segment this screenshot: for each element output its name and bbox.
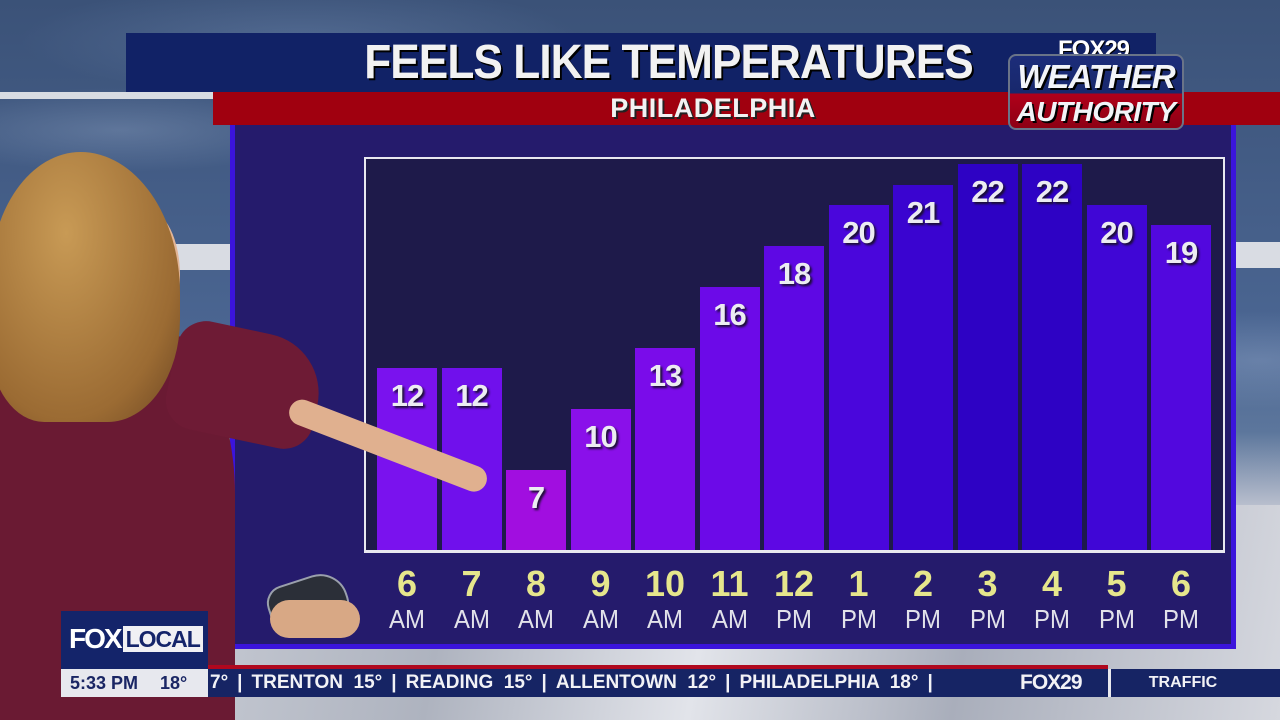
bar: 19 [1151, 225, 1211, 550]
bar-value-label: 10 [584, 419, 617, 454]
x-axis-label: 11 AM [698, 563, 762, 635]
divider-line [0, 92, 213, 99]
ampm-label: PM [1163, 604, 1199, 634]
ampm-label: PM [1034, 604, 1070, 634]
hour-label: 5 [1106, 563, 1127, 604]
ampm-label: AM [647, 604, 683, 634]
current-temp: 18° [160, 673, 188, 693]
hour-label: 7 [461, 563, 482, 604]
bar-value-label: 20 [842, 215, 875, 250]
x-axis-label: 6 AM [375, 563, 439, 635]
bar: 18 [764, 245, 824, 550]
bar-value-label: 21 [906, 194, 940, 230]
ticker-item: PHILADELPHIA 18° [739, 672, 919, 693]
ticker-item: ALLENTOWN 12° [555, 672, 717, 693]
bar: 22 [957, 164, 1018, 550]
current-time: 5:33 PM [70, 673, 139, 693]
hour-label: 6 [396, 563, 418, 604]
ticker-separator: | [927, 672, 933, 693]
hour-label: 1 [848, 563, 869, 604]
bar-value-label: 18 [777, 255, 811, 291]
x-axis-label: 7 AM [440, 563, 504, 635]
hour-label: 4 [1041, 563, 1063, 604]
weather-ticker: 7° | TRENTON 15° | READING 15° | ALLENTOWN 12°… [208, 669, 1280, 697]
hour-label: 2 [912, 563, 934, 604]
bar-value-label: 12 [390, 378, 424, 414]
bar-value-label: 22 [1035, 174, 1069, 210]
bar: 16 [699, 286, 760, 550]
bar: 12 [441, 368, 502, 550]
hour-label: 11 [710, 563, 749, 604]
ticker-separator: | [391, 672, 397, 693]
ticker-separator: | [237, 672, 243, 693]
ampm-label: PM [840, 604, 877, 634]
bar: 10 [570, 409, 631, 550]
ticker-separator: | [725, 672, 731, 693]
ticker-item: TRENTON 15° [251, 672, 383, 693]
x-axis-label: 5 PM [1085, 563, 1149, 635]
title-bar: FEELS LIKE TEMPERATURES [126, 33, 1156, 92]
x-axis-label: 12 PM [762, 563, 826, 635]
bar-chart: 12 12 7 10 13 16 18 20 21 22 22 20 19 [364, 157, 1225, 553]
ampm-label: AM [711, 604, 748, 634]
hour-label: 12 [773, 563, 815, 604]
location-label: PHILADELPHIA [610, 93, 816, 123]
hour-label: 8 [525, 563, 547, 604]
bar-value-label: 16 [713, 296, 746, 332]
ampm-label: PM [905, 604, 941, 634]
ticker-section-label: TRAFFIC [1148, 674, 1218, 691]
hour-label: 9 [590, 563, 611, 604]
bar-value-label: 7 [527, 480, 545, 516]
fox-local-bug: FOX LOCAL [61, 611, 208, 669]
fox-wordmark: FOX [69, 623, 123, 654]
x-axis-label: 10 AM [633, 563, 697, 635]
ticker-items: 7° | TRENTON 15° | READING 15° | ALLENTOWN 12°… [210, 669, 942, 697]
ticker-station-logo: FOX29 [1020, 671, 1083, 694]
presenter-hair [0, 152, 180, 422]
bar-value-label: 19 [1164, 235, 1198, 271]
x-axis-label: 6 PM [1149, 563, 1213, 635]
ampm-label: AM [518, 604, 554, 634]
ticker-item: 7° [210, 672, 229, 693]
bar-value-label: 22 [971, 174, 1004, 210]
hour-label: 6 [1170, 563, 1192, 604]
background-stripe [1236, 242, 1280, 268]
ampm-label: AM [453, 604, 490, 634]
bar-value-label: 12 [455, 378, 488, 414]
bar-value-label: 13 [648, 357, 682, 393]
ticker-separator: | [541, 672, 547, 693]
x-axis-label: 9 AM [569, 563, 633, 635]
x-axis-label: 8 AM [504, 563, 568, 635]
hour-label: 10 [644, 563, 686, 604]
bar: 20 [1086, 205, 1147, 550]
x-axis-label: 1 PM [827, 563, 891, 635]
time-temp-strip: 5:33 PM 18° [61, 669, 208, 697]
ampm-label: PM [776, 604, 812, 634]
ticker-divider [1108, 669, 1111, 697]
ticker-accent-line [208, 665, 1108, 669]
presenter-hand [270, 600, 360, 638]
x-axis-label: 4 PM [1020, 563, 1084, 635]
ampm-label: AM [389, 604, 425, 634]
bar: 13 [635, 347, 695, 550]
bar-value-label: 20 [1100, 215, 1133, 250]
logo-weather-text: WEATHER [1017, 58, 1175, 95]
fox29-weather-authority-logo: FOX29 WEATHER AUTHORITY [1006, 36, 1186, 132]
page-title: FEELS LIKE TEMPERATURES [364, 36, 974, 89]
ampm-label: AM [582, 604, 619, 634]
hour-label: 3 [977, 563, 998, 604]
bar: 21 [893, 184, 953, 550]
x-axis-label: 2 PM [891, 563, 955, 635]
bar: 7 [506, 470, 566, 550]
ticker-item: READING 15° [405, 672, 533, 693]
ampm-label: PM [1098, 604, 1135, 634]
local-wordmark: LOCAL [122, 626, 203, 652]
logo-badge: WEATHER AUTHORITY [1008, 54, 1184, 130]
bar: 22 [1022, 164, 1082, 550]
bar: 20 [828, 205, 889, 550]
x-axis-label: 3 PM [956, 563, 1020, 635]
logo-authority-text: AUTHORITY [1016, 96, 1176, 127]
ampm-label: PM [969, 604, 1006, 634]
